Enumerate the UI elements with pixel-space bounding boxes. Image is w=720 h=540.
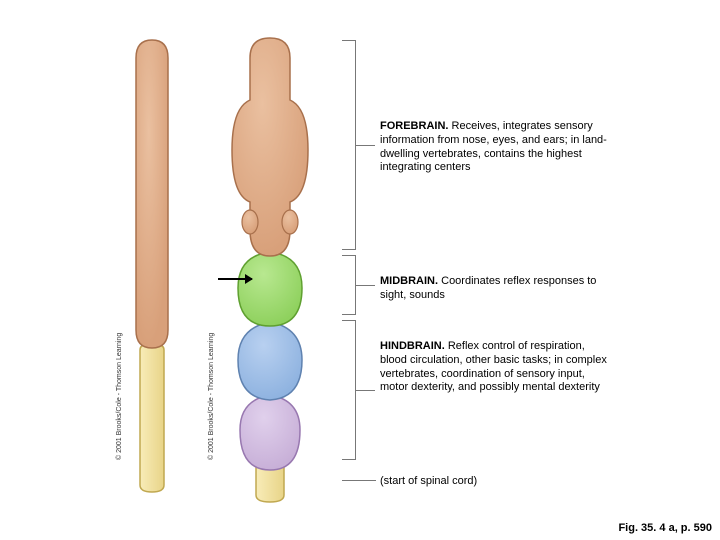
bracket-midbrain (342, 255, 356, 315)
label-forebrain-title: FOREBRAIN. (380, 120, 448, 132)
copyright-right: © 2001 Brooks/Cole - Thomson Learning (208, 333, 215, 460)
midbrain-pointer-arrow (218, 278, 252, 280)
label-spinal-desc: (start of spinal cord) (380, 475, 477, 487)
simple-brain-structure (136, 40, 168, 492)
bracket-forebrain (342, 40, 356, 250)
copyright-left: © 2001 Brooks/Cole - Thomson Learning (116, 333, 123, 460)
figure-reference: Fig. 35. 4 a, p. 590 (618, 522, 712, 534)
label-spinal-cord: (start of spinal cord) (380, 475, 610, 489)
segmented-brain-structure (232, 38, 308, 502)
bracket-hindbrain (342, 320, 356, 460)
label-hindbrain-title: HINDBRAIN. (380, 340, 445, 352)
brain-svg (100, 30, 360, 510)
label-forebrain: FOREBRAIN. Receives, integrates sensory … (380, 120, 610, 175)
bracket-spinal-line (342, 480, 376, 481)
label-midbrain: MIDBRAIN. Coordinates reflex responses t… (380, 275, 610, 303)
label-midbrain-title: MIDBRAIN. (380, 275, 438, 287)
brain-diagram (100, 30, 360, 510)
label-hindbrain: HINDBRAIN. Reflex control of respiration… (380, 340, 610, 395)
